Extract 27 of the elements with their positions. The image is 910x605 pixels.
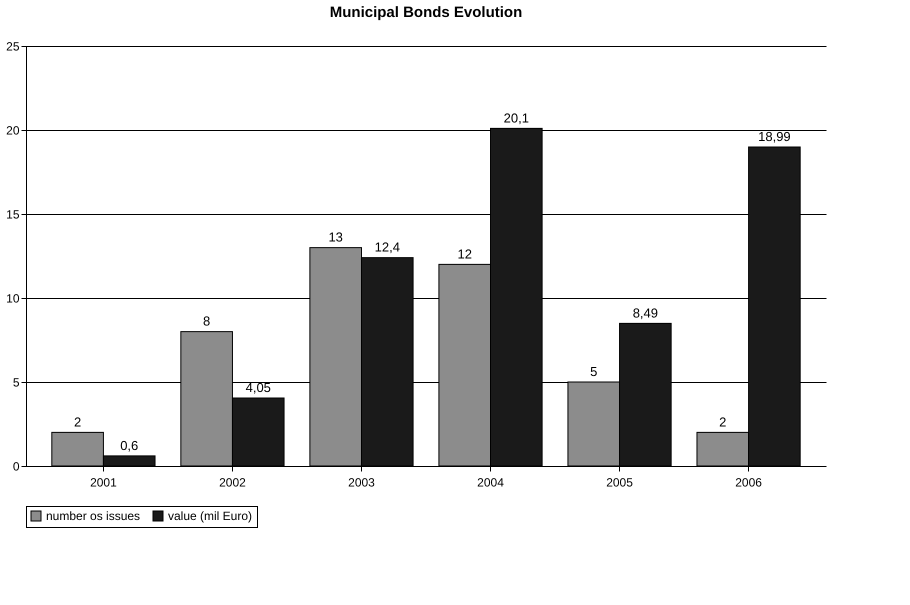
chart-title: Municipal Bonds Evolution (330, 4, 522, 21)
data-label: 12 (457, 246, 472, 262)
data-label: 18,99 (758, 128, 791, 144)
data-label: 12,4 (374, 240, 400, 255)
data-label: 0,6 (120, 438, 138, 453)
data-label: 8 (203, 314, 210, 329)
x-tick-label: 2004 (477, 476, 504, 490)
y-tick-label: 25 (6, 40, 20, 54)
y-tick-label: 0 (12, 460, 20, 474)
x-tick-label: 2006 (735, 476, 762, 490)
y-tick-label: 15 (6, 208, 20, 222)
x-tick-label: 2003 (348, 476, 376, 490)
data-label: 5 (590, 364, 598, 379)
y-tick-label: 20 (6, 124, 20, 138)
y-tick-label: 10 (6, 292, 20, 306)
x-tick-label: 2001 (90, 476, 118, 490)
legend-label: value (mil Euro) (168, 509, 252, 523)
data-label: 2 (74, 414, 82, 430)
data-label: 20,1 (504, 110, 529, 126)
data-label: 8,49 (632, 305, 658, 320)
data-label: 13 (328, 230, 343, 245)
y-tick-label: 5 (12, 376, 20, 390)
legend-label: number os issues (46, 509, 140, 523)
data-label: 4,05 (246, 380, 271, 395)
x-tick-label: 2002 (219, 476, 246, 490)
data-label: 2 (719, 414, 726, 430)
x-tick-label: 2005 (606, 476, 634, 490)
